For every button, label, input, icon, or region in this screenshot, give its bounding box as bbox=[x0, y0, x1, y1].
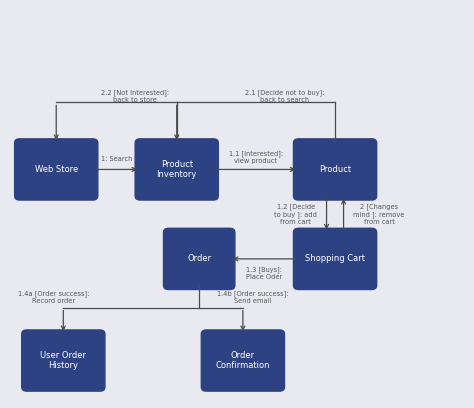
FancyBboxPatch shape bbox=[163, 228, 236, 290]
Text: Order: Order bbox=[187, 255, 211, 264]
Text: Product
Inventory: Product Inventory bbox=[156, 160, 197, 179]
Text: 1.4a [Order success]:
Record order: 1.4a [Order success]: Record order bbox=[18, 290, 90, 304]
Text: 1.4b [Order success]:
Send email: 1.4b [Order success]: Send email bbox=[217, 290, 288, 304]
FancyBboxPatch shape bbox=[21, 329, 106, 392]
Text: Product: Product bbox=[319, 165, 351, 174]
Text: 1.1 [Interested]:
view product: 1.1 [Interested]: view product bbox=[229, 151, 283, 164]
FancyBboxPatch shape bbox=[135, 138, 219, 201]
Text: 1.3 [Buys]:
Place Oder: 1.3 [Buys]: Place Oder bbox=[246, 266, 283, 280]
Text: 1.2 [Decide
to buy ]: add
from cart: 1.2 [Decide to buy ]: add from cart bbox=[274, 204, 317, 225]
Text: 2.1 [Decide not to buy]:
back to search: 2.1 [Decide not to buy]: back to search bbox=[245, 89, 324, 103]
Text: Shopping Cart: Shopping Cart bbox=[305, 255, 365, 264]
Text: Order
Confirmation: Order Confirmation bbox=[216, 351, 270, 370]
FancyBboxPatch shape bbox=[293, 138, 377, 201]
FancyBboxPatch shape bbox=[293, 228, 377, 290]
Text: Web Store: Web Store bbox=[35, 165, 78, 174]
Text: 2 [Changes
mind ]: remove
from cart: 2 [Changes mind ]: remove from cart bbox=[353, 204, 405, 225]
Text: 2.2 [Not Interested]:
back to store: 2.2 [Not Interested]: back to store bbox=[101, 89, 169, 103]
FancyBboxPatch shape bbox=[14, 138, 99, 201]
Text: 1: Search: 1: Search bbox=[101, 156, 132, 162]
FancyBboxPatch shape bbox=[201, 329, 285, 392]
Text: User Order
History: User Order History bbox=[40, 351, 86, 370]
